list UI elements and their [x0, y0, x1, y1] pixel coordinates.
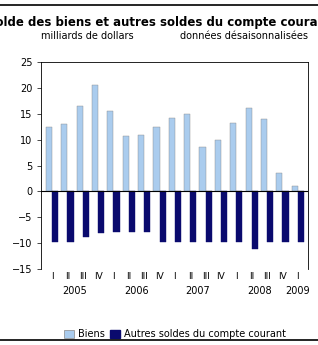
Bar	[282, 191, 288, 242]
Bar	[230, 123, 236, 191]
Text: données désaisonnalisées: données désaisonnalisées	[180, 31, 308, 41]
Bar	[221, 191, 227, 242]
Text: 2006: 2006	[124, 286, 149, 296]
Bar	[138, 135, 144, 191]
Legend: Biens, Autres soldes du compte courant: Biens, Autres soldes du compte courant	[60, 325, 290, 343]
Bar	[67, 191, 73, 242]
Bar	[144, 191, 150, 232]
Bar	[129, 191, 135, 232]
Bar	[123, 136, 129, 191]
Bar	[92, 86, 98, 191]
Bar	[114, 191, 120, 232]
Bar	[267, 191, 273, 242]
Bar	[199, 147, 206, 191]
Text: milliards de dollars: milliards de dollars	[41, 31, 134, 41]
Text: Solde des biens et autres soldes du compte courant: Solde des biens et autres soldes du comp…	[0, 16, 318, 29]
Text: 2008: 2008	[247, 286, 272, 296]
Bar	[160, 191, 166, 242]
Bar	[52, 191, 58, 242]
Bar	[77, 106, 83, 191]
Bar	[206, 191, 212, 242]
Text: 2007: 2007	[185, 286, 210, 296]
Bar	[83, 191, 89, 237]
Bar	[292, 186, 298, 191]
Bar	[215, 140, 221, 191]
Bar	[190, 191, 197, 242]
Bar	[175, 191, 181, 242]
Bar	[107, 111, 114, 191]
Bar	[61, 124, 67, 191]
Bar	[169, 118, 175, 191]
Bar	[245, 108, 252, 191]
Text: 2005: 2005	[63, 286, 87, 296]
Bar	[46, 127, 52, 191]
Bar	[261, 119, 267, 191]
Bar	[252, 191, 258, 249]
Bar	[236, 191, 242, 242]
Bar	[276, 173, 282, 191]
Bar	[298, 191, 304, 242]
Bar	[184, 114, 190, 191]
Bar	[98, 191, 104, 233]
Bar	[153, 127, 160, 191]
Text: 2009: 2009	[285, 286, 310, 296]
